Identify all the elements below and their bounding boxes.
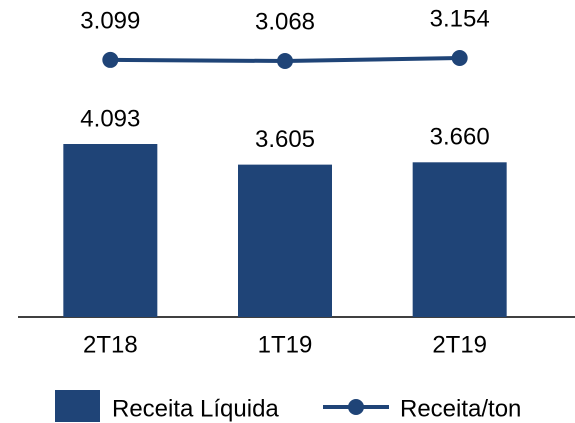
data-label: 3.099 [80, 7, 140, 34]
legend-label: Receita/ton [400, 395, 521, 422]
x-tick-label: 1T19 [258, 331, 313, 358]
bar [412, 162, 507, 317]
bar [63, 144, 158, 317]
data-label: 3.605 [255, 126, 315, 153]
legend-swatch [55, 390, 100, 422]
line-marker [102, 51, 119, 68]
x-tick-label: 2T19 [432, 331, 487, 358]
line-marker [277, 53, 293, 70]
bar [238, 164, 332, 317]
legend-label: Receita Líquida [112, 395, 279, 422]
data-label: 3.154 [430, 5, 490, 32]
legend-marker [348, 399, 364, 415]
data-label: 3.068 [255, 8, 315, 35]
x-tick-label: 2T18 [83, 331, 138, 358]
line-marker [451, 49, 468, 66]
data-label: 3.660 [430, 124, 490, 151]
data-label: 4.093 [80, 105, 140, 132]
